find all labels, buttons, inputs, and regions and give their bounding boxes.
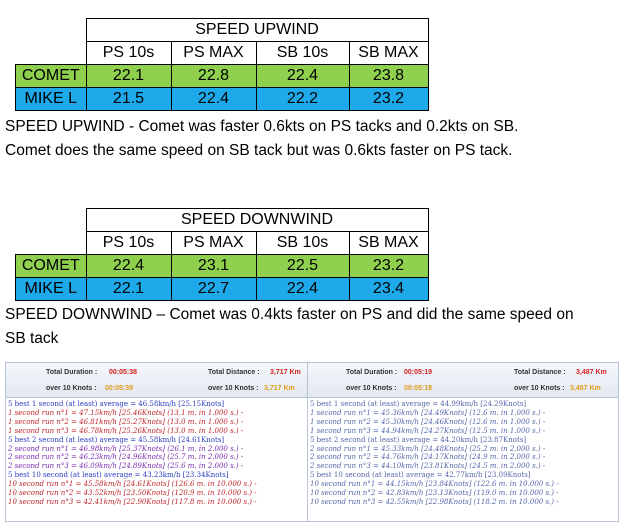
table-cell: 22.8 bbox=[170, 64, 257, 88]
table-cell: 22.4 bbox=[255, 64, 350, 88]
row-label: MIKE L bbox=[15, 87, 87, 111]
over10-duration: 00:05:39 bbox=[105, 385, 134, 392]
row-label: COMET bbox=[15, 64, 87, 88]
over10-distance: 3,487 Km bbox=[570, 385, 601, 392]
list-item: 2 second run n°3 = 44.10km/h [23.81Knots… bbox=[310, 462, 546, 471]
over10-label: over 10 Knots : bbox=[346, 385, 397, 392]
column-header: PS 10s bbox=[85, 41, 172, 65]
table-cell: 22.1 bbox=[85, 64, 172, 88]
list-item: 2 second run n°3 = 46.09km/h [24.89Knots… bbox=[8, 462, 244, 471]
table-cell: 22.1 bbox=[85, 277, 172, 301]
table-cell: 22.2 bbox=[255, 87, 350, 111]
table-cell: 23.2 bbox=[348, 87, 429, 111]
blank-cell bbox=[16, 19, 87, 42]
table-row: MIKE L 21.5 22.4 22.2 23.2 bbox=[15, 87, 429, 111]
blank-cell bbox=[16, 42, 87, 65]
over10-label: over 10 Knots : bbox=[46, 385, 97, 392]
column-header: PS 10s bbox=[85, 231, 172, 255]
table-row: COMET 22.1 22.8 22.4 23.8 bbox=[15, 64, 429, 88]
blank-cell bbox=[16, 232, 87, 255]
list-item: 1 second run n°3 = 44.94km/h [24.27Knots… bbox=[310, 426, 546, 435]
table-cell: 23.8 bbox=[348, 64, 429, 88]
duration-value: 00:05:38 bbox=[109, 369, 138, 376]
duration-label: Total Duration : bbox=[346, 369, 398, 376]
over10-distance: 3,717 Km bbox=[264, 385, 295, 392]
table-cell: 22.4 bbox=[85, 254, 172, 278]
list-item: 1 second run n°2 = 46.81km/h [25.27Knots… bbox=[8, 417, 244, 426]
note-line: SPEED DOWNWIND – Comet was 0.4kts faster… bbox=[5, 306, 574, 323]
table-cell: 23.1 bbox=[170, 254, 257, 278]
upwind-table: SPEED UPWIND PS 10s PS MAX SB 10s SB MAX… bbox=[15, 18, 429, 111]
list-item: 2 second run n°2 = 46.23km/h [24.96Knots… bbox=[8, 453, 244, 462]
column-header: SB MAX bbox=[348, 41, 429, 65]
distance-label: Total Distance : bbox=[514, 369, 566, 376]
list-item: 10 second run n°2 = 43.52km/h [23.50Knot… bbox=[8, 489, 257, 498]
upwind-note: SPEED UPWIND - Comet was faster 0.6kts o… bbox=[5, 115, 617, 163]
list-item: 10 second run n°3 = 42.55km/h [22.98Knot… bbox=[310, 497, 559, 506]
blank-cell bbox=[16, 209, 87, 232]
list-item: 10 second run n°1 = 45.58km/h [24.61Knot… bbox=[8, 480, 257, 489]
list-item: 2 second run n°1 = 46.98km/h [25.37Knots… bbox=[8, 444, 244, 453]
list-item: 5 best 2 second (at least) average = 44.… bbox=[310, 435, 527, 444]
column-header: SB 10s bbox=[255, 231, 350, 255]
list-item: 10 second run n°1 = 44.15km/h [23.84Knot… bbox=[310, 480, 559, 489]
gps-results-panel-mike: Total Duration : 00:05:19 Total Distance… bbox=[307, 362, 619, 522]
note-line: Comet does the same speed on SB tack but… bbox=[5, 142, 513, 159]
list-item: 1 second run n°1 = 45.36km/h [24.49Knots… bbox=[310, 408, 546, 417]
duration-label: Total Duration : bbox=[46, 369, 98, 376]
table-cell: 21.5 bbox=[85, 87, 172, 111]
table-cell: 22.7 bbox=[170, 277, 257, 301]
list-item: 10 second run n°2 = 42.83km/h [23.13Knot… bbox=[310, 489, 559, 498]
list-item: 5 best 1 second (at least) average = 44.… bbox=[310, 400, 527, 408]
distance-label: Total Distance : bbox=[208, 369, 260, 376]
table-cell: 22.4 bbox=[255, 277, 350, 301]
column-header: SB 10s bbox=[255, 41, 350, 65]
table-cell: 23.2 bbox=[348, 254, 429, 278]
table-cell: 22.5 bbox=[255, 254, 350, 278]
table-cell: 22.4 bbox=[170, 87, 257, 111]
list-item: 1 second run n°3 = 46.78km/h [25.26Knots… bbox=[8, 426, 244, 435]
list-item: 5 best 2 second (at least) average = 45.… bbox=[8, 435, 225, 444]
over10-duration: 00:05:18 bbox=[404, 385, 433, 392]
distance-value: 3,717 Km bbox=[270, 369, 301, 376]
column-header: PS MAX bbox=[170, 41, 257, 65]
list-item: 5 best 10 second (at least) average = 43… bbox=[8, 471, 229, 480]
row-label: COMET bbox=[15, 254, 87, 278]
gps-run-list: 5 best 1 second (at least) average = 44.… bbox=[308, 398, 618, 507]
over10-label: over 10 Knots : bbox=[208, 385, 259, 392]
list-item: 10 second run n°3 = 42.41km/h [22.90Knot… bbox=[8, 497, 257, 506]
column-header: SB MAX bbox=[348, 231, 429, 255]
table-row: COMET 22.4 23.1 22.5 23.2 bbox=[15, 254, 429, 278]
list-item: 2 second run n°1 = 45.33km/h [24.48Knots… bbox=[310, 444, 546, 453]
list-item: 5 best 10 second (at least) average = 42… bbox=[310, 471, 531, 480]
list-item: 1 second run n°2 = 45.30km/h [24.46Knots… bbox=[310, 417, 546, 426]
distance-value: 3,487 Km bbox=[576, 369, 607, 376]
gps-summary-header: Total Duration : 00:05:19 Total Distance… bbox=[308, 363, 618, 398]
downwind-table: SPEED DOWNWIND PS 10s PS MAX SB 10s SB M… bbox=[15, 208, 429, 301]
gps-run-list: 5 best 1 second (at least) average = 46.… bbox=[6, 398, 308, 507]
downwind-note: SPEED DOWNWIND – Comet was 0.4kts faster… bbox=[5, 303, 617, 351]
note-line: SPEED UPWIND - Comet was faster 0.6kts o… bbox=[5, 118, 519, 135]
row-label: MIKE L bbox=[15, 277, 87, 301]
list-item: 2 second run n°2 = 44.76km/h [24.17Knots… bbox=[310, 453, 546, 462]
list-item: 5 best 1 second (at least) average = 46.… bbox=[8, 400, 225, 408]
gps-results-panel-comet: Total Duration : 00:05:38 Total Distance… bbox=[5, 362, 309, 522]
list-item: 1 second run n°1 = 47.15km/h [25.46Knots… bbox=[8, 408, 244, 417]
note-line: SB tack bbox=[5, 330, 59, 347]
gps-summary-header: Total Duration : 00:05:38 Total Distance… bbox=[6, 363, 308, 398]
over10-label: over 10 Knots : bbox=[514, 385, 565, 392]
table-cell: 23.4 bbox=[348, 277, 429, 301]
duration-value: 00:05:19 bbox=[404, 369, 433, 376]
table-row: MIKE L 22.1 22.7 22.4 23.4 bbox=[15, 277, 429, 301]
table-title: SPEED UPWIND bbox=[85, 18, 429, 42]
table-title: SPEED DOWNWIND bbox=[85, 208, 429, 232]
column-header: PS MAX bbox=[170, 231, 257, 255]
